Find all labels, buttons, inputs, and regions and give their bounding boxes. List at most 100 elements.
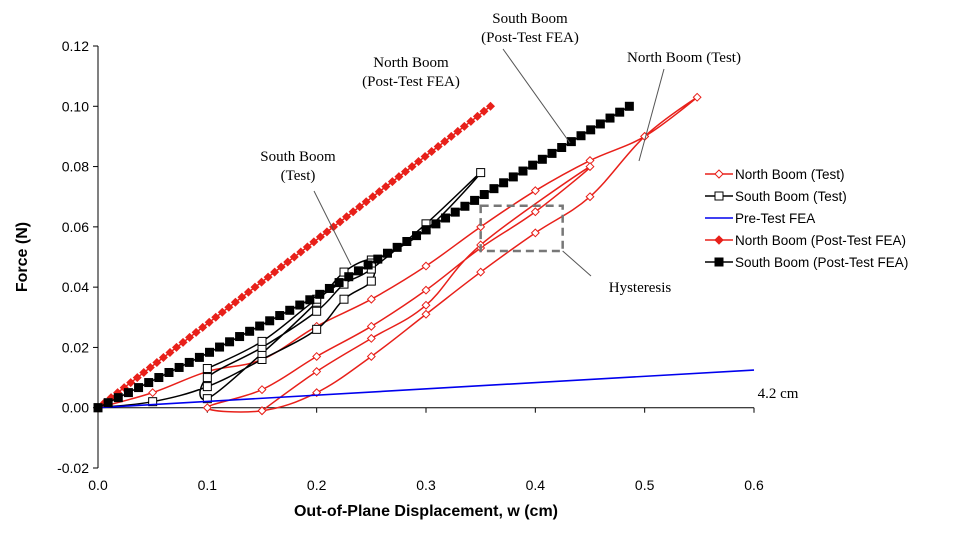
data-point <box>489 184 499 194</box>
data-point <box>144 378 154 388</box>
y-tick-label: 0.12 <box>62 38 89 54</box>
data-point <box>113 393 123 403</box>
data-point <box>363 260 373 270</box>
legend-marker <box>714 191 724 201</box>
data-point <box>178 337 188 347</box>
legend-entry-4: South Boom (Post-Test FEA) <box>705 255 908 270</box>
data-point <box>309 237 319 247</box>
data-point <box>312 351 322 361</box>
data-point <box>275 311 285 321</box>
data-point <box>132 373 142 383</box>
x-tick-label: 0.2 <box>307 477 327 493</box>
data-point <box>276 262 286 272</box>
data-point <box>479 106 489 116</box>
series-line <box>97 369 755 409</box>
data-point <box>342 212 352 222</box>
annotation-north-boom-test-line: North Boom (Test) <box>627 50 741 66</box>
annotation-4-2-cm: 4.2 cm <box>758 386 799 402</box>
data-point <box>152 357 162 368</box>
legend-entry-3: North Boom (Post-Test FEA) <box>705 233 906 248</box>
data-point <box>257 277 267 287</box>
data-point <box>381 182 391 192</box>
data-point <box>472 111 482 121</box>
data-point <box>479 190 489 200</box>
legend-label: North Boom (Post-Test FEA) <box>735 233 906 248</box>
series-4 <box>93 101 634 413</box>
data-point <box>243 287 253 297</box>
hysteresis-box <box>479 204 564 253</box>
legend-label: North Boom (Test) <box>735 167 845 182</box>
annotation-4-2-cm-line: 4.2 cm <box>758 386 799 402</box>
data-point <box>145 363 155 373</box>
data-point <box>373 254 383 264</box>
data-point <box>400 167 410 177</box>
data-point <box>237 292 247 302</box>
data-point <box>148 397 158 407</box>
data-point <box>624 101 634 111</box>
data-point <box>421 300 431 310</box>
legend-marker <box>714 169 724 179</box>
data-point <box>295 300 305 310</box>
data-point <box>557 143 567 153</box>
data-point <box>230 297 240 307</box>
data-point <box>576 131 586 141</box>
leader-line <box>313 190 352 266</box>
data-point <box>586 125 596 135</box>
data-point <box>566 137 576 147</box>
data-point <box>508 172 518 182</box>
data-point <box>302 242 312 252</box>
data-point <box>139 368 149 378</box>
data-point <box>453 126 463 136</box>
data-point <box>476 267 486 277</box>
data-point <box>123 388 133 398</box>
data-point <box>305 295 315 305</box>
data-point <box>499 178 509 188</box>
data-point <box>402 236 412 246</box>
data-point <box>191 327 201 337</box>
data-point <box>225 337 235 347</box>
annotation-south-boom-fea-line: South Boom <box>492 11 568 27</box>
data-point <box>692 92 702 102</box>
legend-label: South Boom (Post-Test FEA) <box>735 255 908 270</box>
data-point <box>421 261 431 271</box>
data-point <box>537 154 547 164</box>
data-point <box>348 207 358 217</box>
data-point <box>392 242 402 252</box>
data-point <box>585 162 595 172</box>
data-point <box>202 364 212 374</box>
data-point <box>202 382 212 392</box>
data-point <box>283 257 293 267</box>
data-point <box>530 207 540 217</box>
x-tick-label: 0.5 <box>635 477 655 493</box>
data-point <box>459 121 469 131</box>
data-point <box>605 113 615 123</box>
data-point <box>250 282 260 292</box>
data-point <box>374 187 384 197</box>
data-point <box>366 333 376 343</box>
data-point <box>285 305 295 315</box>
data-point <box>394 172 404 182</box>
data-point <box>339 294 349 304</box>
data-point <box>158 352 168 362</box>
data-point <box>215 342 225 352</box>
data-point <box>485 101 496 111</box>
x-tick-label: 0.4 <box>526 477 546 493</box>
data-point <box>344 272 354 282</box>
data-point <box>335 217 345 227</box>
data-point <box>427 146 437 157</box>
data-point <box>235 332 245 342</box>
series-3 <box>93 101 496 413</box>
data-point <box>194 352 204 362</box>
data-point <box>366 294 376 304</box>
data-point <box>185 332 195 342</box>
data-point <box>204 317 214 327</box>
data-point <box>366 321 376 331</box>
data-point <box>263 272 273 282</box>
x-tick-label: 0.1 <box>198 477 218 493</box>
data-point <box>174 362 184 372</box>
data-point <box>420 152 430 162</box>
data-point <box>585 192 595 202</box>
data-point <box>431 219 441 229</box>
data-point <box>334 278 344 288</box>
